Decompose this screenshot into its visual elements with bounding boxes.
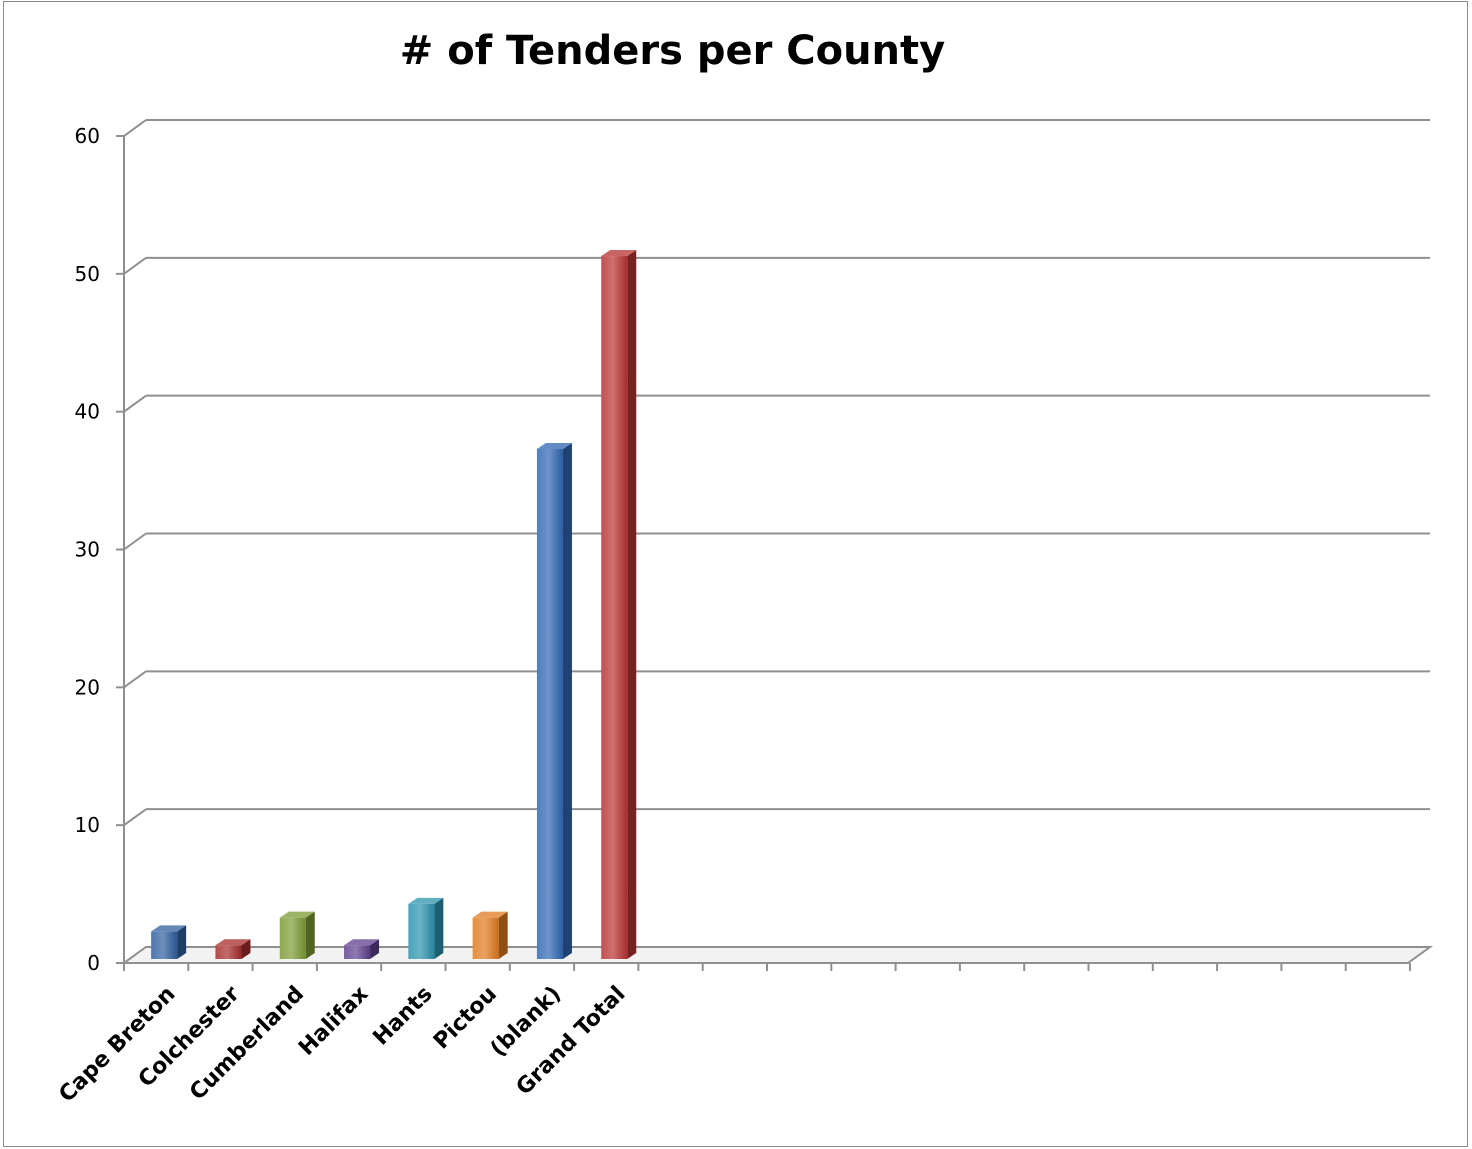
gridline-side xyxy=(123,808,147,826)
category-label: Cumberland xyxy=(185,982,309,1106)
bar-side xyxy=(370,939,380,959)
bar-side xyxy=(177,925,187,959)
bar-side xyxy=(241,939,251,959)
bar-top xyxy=(344,939,380,946)
gridline-side xyxy=(123,119,147,137)
gridline-side xyxy=(123,670,147,689)
y-tick-label: 20 xyxy=(75,675,100,699)
category-label: Cape Breton xyxy=(54,982,180,1108)
y-tick-label: 30 xyxy=(75,538,100,562)
category-label: Halifax xyxy=(294,982,373,1061)
bar-top xyxy=(408,897,444,904)
bar xyxy=(472,917,499,959)
y-tick-label: 40 xyxy=(75,400,100,424)
bar-top xyxy=(151,925,187,932)
bar xyxy=(408,903,435,959)
bar xyxy=(279,917,306,959)
bar-top xyxy=(279,911,315,918)
bar-side xyxy=(305,911,315,959)
bar xyxy=(215,945,242,959)
bar-top xyxy=(215,939,251,946)
chart-title: # of Tenders per County xyxy=(399,28,946,74)
gridline-side xyxy=(123,532,147,551)
chart-floor xyxy=(120,946,1434,964)
bar xyxy=(536,449,563,959)
bar xyxy=(151,931,178,959)
gridline-side xyxy=(123,394,147,413)
bar-side xyxy=(434,897,444,959)
bar-side xyxy=(562,443,572,959)
category-label: Hants xyxy=(369,982,438,1051)
y-tick-label: 50 xyxy=(75,262,100,286)
bar-side xyxy=(498,911,508,959)
y-tick-label: 10 xyxy=(75,813,100,837)
bar xyxy=(344,945,371,959)
gridline-side xyxy=(123,257,147,275)
bar xyxy=(601,256,628,959)
bar-top xyxy=(536,443,572,450)
bar-top xyxy=(601,250,637,257)
chart-frame xyxy=(3,1,1468,1147)
bar-side xyxy=(627,250,637,960)
y-tick-label: 60 xyxy=(75,124,100,148)
y-tick-label: 0 xyxy=(87,951,100,975)
bar-top xyxy=(472,911,508,918)
